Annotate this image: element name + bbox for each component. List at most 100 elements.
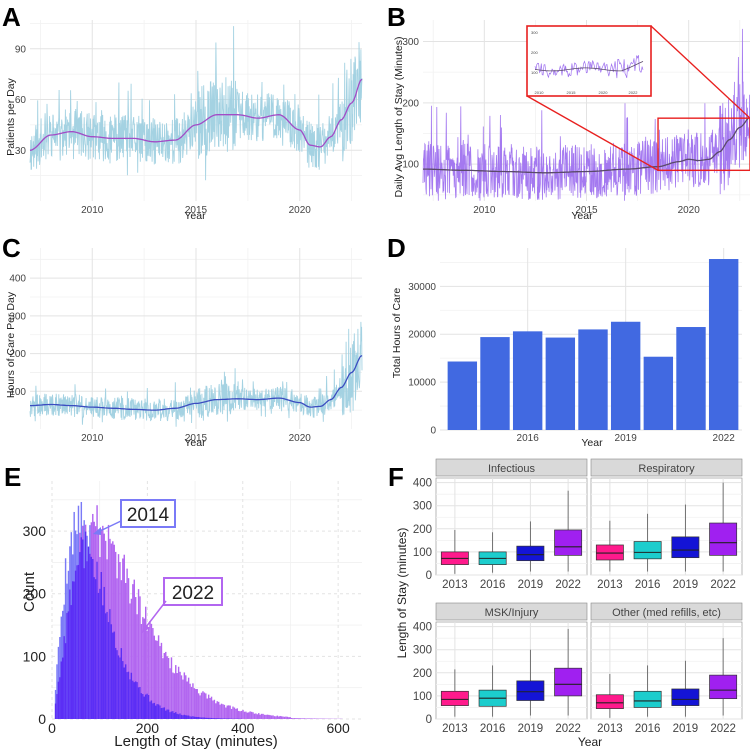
hist-bin-2022 [240,710,243,719]
tick-label-y: 300 [23,523,47,539]
tick-label-x: 2010 [81,433,104,444]
hist-bin-overlap [187,715,190,719]
zoom-region-box [657,117,750,172]
hist-bin-2022 [272,715,274,719]
hist-bin-overlap [212,718,214,719]
hist-bin-2022 [278,716,280,719]
plot-d: 0 10000 20000 30000 2016 2019 2022 [408,248,742,444]
hist-bin-overlap [207,717,210,719]
tick-label-y: 90 [15,44,27,55]
hist-bin-2022 [202,691,204,719]
hist-bin-2022 [223,704,226,719]
bar-2017 [545,337,576,430]
hist-bin-2022 [235,708,237,719]
hist-bin-overlap [159,705,161,719]
arrowhead-2014 [93,527,101,535]
hist-bin-2022 [220,703,223,719]
hist-bin-overlap [162,707,164,719]
hist-bin-overlap [167,709,170,719]
tick-label-x: 2022 [710,579,736,591]
hist-bin-overlap [145,694,147,719]
tick-label-x: 600 [326,720,350,736]
hist-bin-2022 [217,701,220,719]
hist-bin-overlap [127,671,130,719]
hist-bin-2022 [116,578,118,719]
hist-bin-2022 [182,679,184,719]
hist-bin-overlap [216,718,218,719]
hist-bin-2022 [177,666,180,719]
axis-title-y-f: Length of Stay (minutes) [395,528,409,659]
tick-label-x: 2022 [713,433,736,444]
hist-bin-2022 [280,716,283,719]
hist-bin-2022 [275,716,277,719]
axis-title-x-e: Length of Stay (minutes) [114,733,277,750]
plot-c: 2010 2015 2020 100 200 300 400 [9,248,363,444]
tick-label-x: 200 [136,720,160,736]
hist-bin-2022 [216,701,218,719]
bar-2018 [578,329,608,430]
hist-bin-2022 [273,716,276,719]
hist-bin-2022 [222,704,224,719]
hist-bin-overlap [150,700,153,719]
hist-bin-overlap [196,717,198,719]
hist-bin-overlap [90,556,93,719]
plot-e: 0 200 400 600 0 100 200 300 2014 2022 [23,481,362,736]
tick-label-y: 400 [413,478,432,490]
hist-bin-2022 [293,718,296,719]
hist-bin-overlap [177,714,180,719]
hist-bin-2022 [255,713,257,719]
tick-label-y: 10000 [408,378,436,389]
tick-label-x: 400 [231,720,255,736]
box-2022 [709,674,738,700]
arrowhead-2022 [142,623,150,633]
hist-bin-2022 [189,683,191,719]
hist-bin-2022 [270,715,273,719]
hist-bin-2022 [180,675,183,719]
box-2016 [633,690,662,708]
hist-bin-2022 [145,606,147,719]
hist-bin-overlap [202,717,204,719]
panel-f: F Infectious 2013 2016 2019 2022 0 100 200 300 40… [388,458,743,749]
hist-bin-overlap [102,605,104,719]
series-trend-line [423,116,750,174]
series-daily-values [422,28,750,201]
hist-bin-2022 [219,704,221,719]
axis-title-x-a: Year [184,210,206,222]
facet-strip [435,602,588,621]
hist-bin-overlap [103,586,105,719]
tick-label-x: 2019 [615,433,638,444]
hist-bin-2022 [196,689,198,719]
tick-label-x: 2010 [473,205,496,216]
hist-bin-overlap [200,717,203,719]
tick-label-y: 200 [413,524,432,536]
inset-tick-label: 200 [531,50,538,55]
facet-title: Infectious [488,463,536,475]
box-2019 [516,680,545,701]
plot-a: 2010 2015 2020 30 60 90 [15,20,363,216]
hist-bin-overlap [129,679,131,719]
hist-bin-2022 [250,711,253,719]
hist-bin-overlap [197,716,200,719]
tick-label-x: 2015 [575,205,598,216]
axis-title-y-c: Hours of Care Per Day [5,291,17,398]
hist-bin-overlap [92,559,94,719]
hist-bin-overlap [210,718,213,719]
tick-label-x: 2010 [81,205,104,216]
box-2013 [595,544,624,561]
hist-bin-overlap [156,704,158,719]
hist-bin-2022 [147,627,150,719]
hist-bin-2022 [265,714,267,719]
hist-bin-overlap [220,718,223,719]
hist-bin-overlap [54,703,57,719]
hist-bin-2022 [263,714,266,719]
hist-bin-2022 [126,568,128,719]
panel-label-f: F [388,462,404,492]
hist-bin-2022 [253,713,256,719]
tick-label-x: 2019 [673,723,699,735]
hist-bin-2022 [153,635,156,719]
hist-bin-2022 [236,708,238,719]
hist-bin-overlap [73,581,75,719]
hist-bin-2022 [175,665,177,719]
hist-bin-overlap [179,713,181,719]
panel-d: D 0 10000 20000 30000 2016 2019 2022 Total Hou… [387,233,742,449]
